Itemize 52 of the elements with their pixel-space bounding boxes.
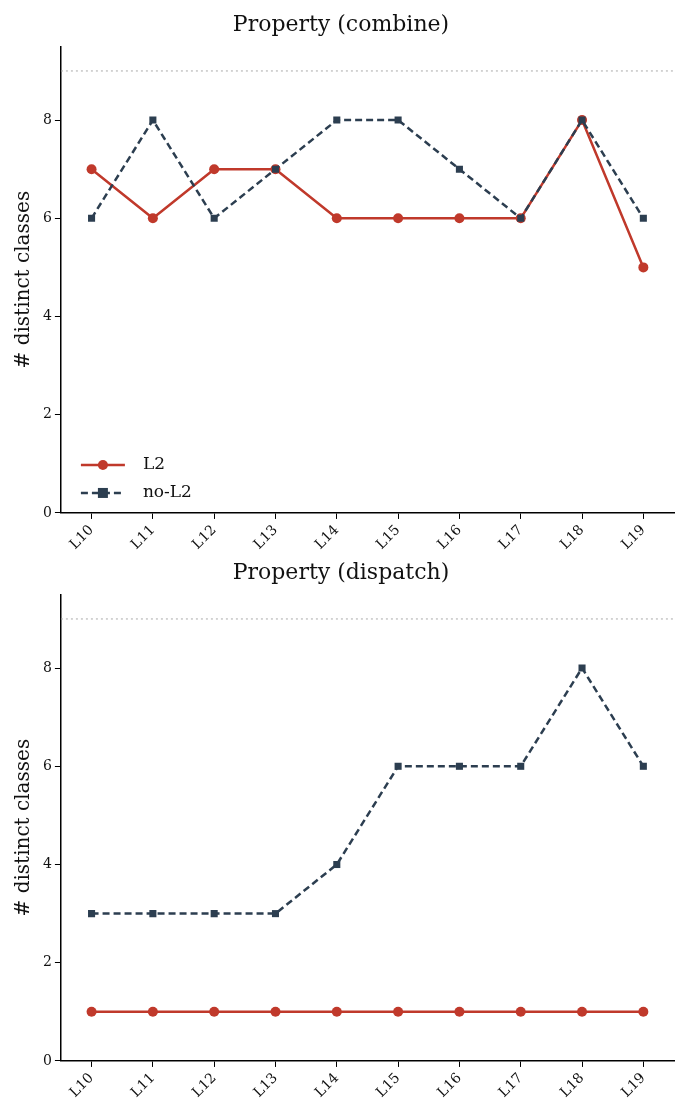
point [271, 910, 280, 918]
y-tick-label: 8 [42, 658, 52, 675]
y-axis-title: # distinct classes [10, 738, 35, 917]
y-tick-label: 8 [42, 110, 52, 127]
point [638, 1006, 649, 1017]
point [333, 860, 341, 869]
point [393, 213, 404, 224]
point [210, 214, 218, 222]
point [149, 116, 157, 124]
x-tick-label: L11 [127, 521, 158, 552]
chart-title: Property (dispatch) [232, 558, 450, 584]
point [394, 116, 402, 124]
point [149, 910, 157, 918]
point [393, 1006, 404, 1017]
point [88, 910, 96, 918]
point [638, 262, 649, 273]
y-tick-label: 2 [42, 405, 52, 422]
y-tick-label: 4 [42, 307, 52, 324]
y-tick-label: 2 [42, 953, 52, 970]
point [454, 213, 465, 224]
x-tick-label: L11 [127, 1069, 158, 1100]
point [578, 664, 586, 672]
y-tick-label: 6 [42, 208, 52, 225]
point [639, 214, 647, 222]
y-tick-label: 0 [42, 1051, 52, 1068]
y-axis-title: # distinct classes [10, 190, 35, 369]
point [210, 910, 218, 918]
point [331, 1006, 342, 1017]
point [577, 1006, 588, 1017]
point [86, 164, 97, 175]
point [394, 762, 402, 770]
y-tick-label: 6 [42, 756, 52, 773]
point [270, 1006, 281, 1017]
legend-label: no-L2 [142, 481, 192, 502]
point [147, 213, 158, 224]
legend-label: L2 [142, 453, 166, 474]
point [209, 164, 220, 175]
point [88, 214, 96, 222]
y-tick-label: 0 [42, 503, 52, 520]
point [147, 1006, 158, 1017]
point [454, 1006, 465, 1017]
chart-title: Property (combine) [232, 10, 450, 36]
point [455, 165, 463, 173]
point [209, 1006, 220, 1017]
point [333, 116, 341, 124]
point [517, 762, 525, 770]
point [455, 762, 463, 770]
y-tick-label: 4 [42, 855, 52, 872]
point [639, 762, 647, 770]
point [86, 1006, 97, 1017]
point [515, 1006, 526, 1017]
point [331, 213, 342, 224]
